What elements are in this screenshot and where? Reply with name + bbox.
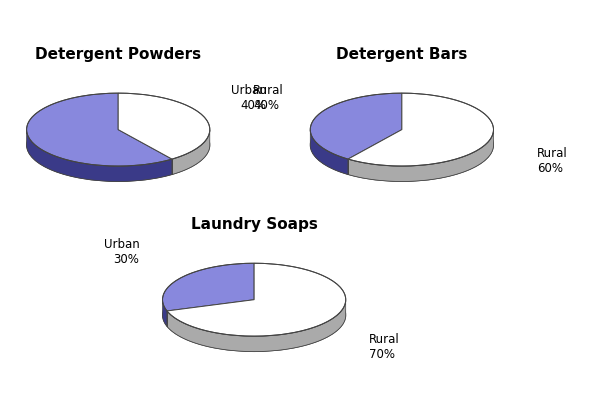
Polygon shape: [167, 263, 346, 336]
Polygon shape: [348, 93, 493, 166]
Polygon shape: [348, 130, 493, 181]
Text: Rural
40%: Rural 40%: [253, 84, 284, 112]
Polygon shape: [172, 130, 210, 175]
Polygon shape: [163, 300, 167, 326]
Polygon shape: [163, 263, 254, 311]
Text: Laundry Soaps: Laundry Soaps: [191, 217, 317, 232]
Text: Rural
70%: Rural 70%: [369, 333, 400, 361]
Polygon shape: [310, 130, 348, 175]
Text: Detergent Powders: Detergent Powders: [35, 47, 202, 62]
Text: Rural
60%: Rural 60%: [537, 147, 568, 175]
Polygon shape: [27, 130, 172, 181]
Text: Urban
30%: Urban 30%: [103, 239, 139, 266]
Polygon shape: [118, 93, 210, 159]
Polygon shape: [27, 93, 172, 166]
Polygon shape: [167, 301, 346, 352]
Ellipse shape: [310, 109, 493, 181]
Polygon shape: [310, 93, 402, 159]
Text: Urban
40%: Urban 40%: [231, 84, 267, 112]
Ellipse shape: [27, 109, 210, 181]
Ellipse shape: [163, 279, 346, 352]
Text: Detergent Bars: Detergent Bars: [336, 47, 467, 62]
